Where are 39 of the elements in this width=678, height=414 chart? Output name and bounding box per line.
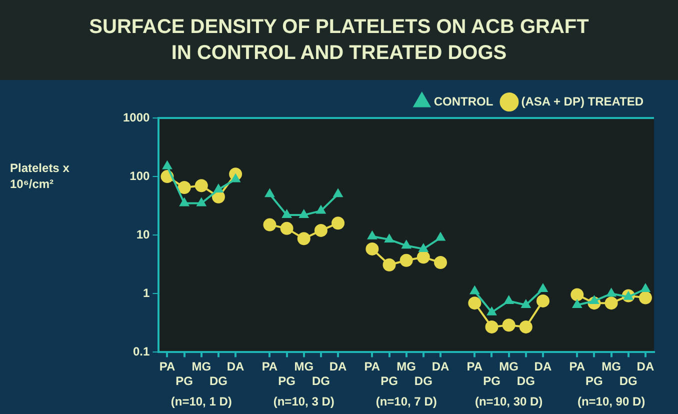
x-tick-label: DG — [516, 374, 535, 388]
legend-label: (ASA + DP) TREATED — [521, 94, 644, 108]
y-axis-title: Platelets x 10⁶/cm² — [10, 160, 70, 192]
x-tick-label: DA — [636, 360, 654, 374]
x-tick-label: DG — [209, 374, 228, 388]
x-tick-label: DA — [432, 360, 450, 374]
legend-label: CONTROL — [434, 94, 494, 108]
x-tick-label: PA — [262, 360, 278, 374]
y-tick-label: 100 — [130, 168, 150, 183]
y-tick-label: 10 — [136, 227, 150, 242]
x-tick-label: PA — [466, 360, 483, 374]
text: (n=10, 3 D) — [273, 394, 334, 408]
text: (n=10, 90 D) — [577, 394, 646, 408]
y-tick-label: 0.1 — [133, 344, 150, 359]
x-tick-label: PG — [176, 374, 193, 388]
x-tick-label: PG — [278, 374, 296, 388]
x-tick-label: DA — [226, 360, 245, 374]
x-tick-label: MG — [499, 360, 518, 374]
x-tick-label: MG — [192, 360, 212, 374]
y-tick-label: 1 — [143, 286, 150, 300]
x-tick-label: MG — [294, 360, 314, 374]
x-tick-label: PG — [483, 374, 500, 388]
x-tick-label: DA — [534, 360, 552, 374]
x-tick-label: MG — [396, 360, 416, 374]
y-tick-label: 1000 — [122, 110, 150, 124]
chart-title: SURFACE DENSITY OF PLATELETS ON ACB GRAFT IN CONTROL AND TREATED DOGS — [88, 15, 590, 66]
text: (n=10, 7 D) — [376, 394, 437, 408]
x-tick-label: PA — [569, 360, 586, 374]
x-tick-label: DG — [414, 374, 432, 388]
text: (n=10, 30 D) — [474, 394, 543, 408]
x-tick-label: PG — [586, 374, 603, 388]
x-tick-label: DG — [312, 374, 330, 388]
x-tick-label: PG — [380, 374, 398, 388]
x-tick-label: DA — [329, 360, 348, 374]
x-tick-label: PA — [364, 360, 380, 374]
x-tick-label: DG — [619, 374, 638, 388]
text: (n=10, 1 D) — [170, 394, 232, 408]
x-tick-label: MG — [602, 360, 621, 374]
x-tick-label: PA — [159, 360, 176, 374]
